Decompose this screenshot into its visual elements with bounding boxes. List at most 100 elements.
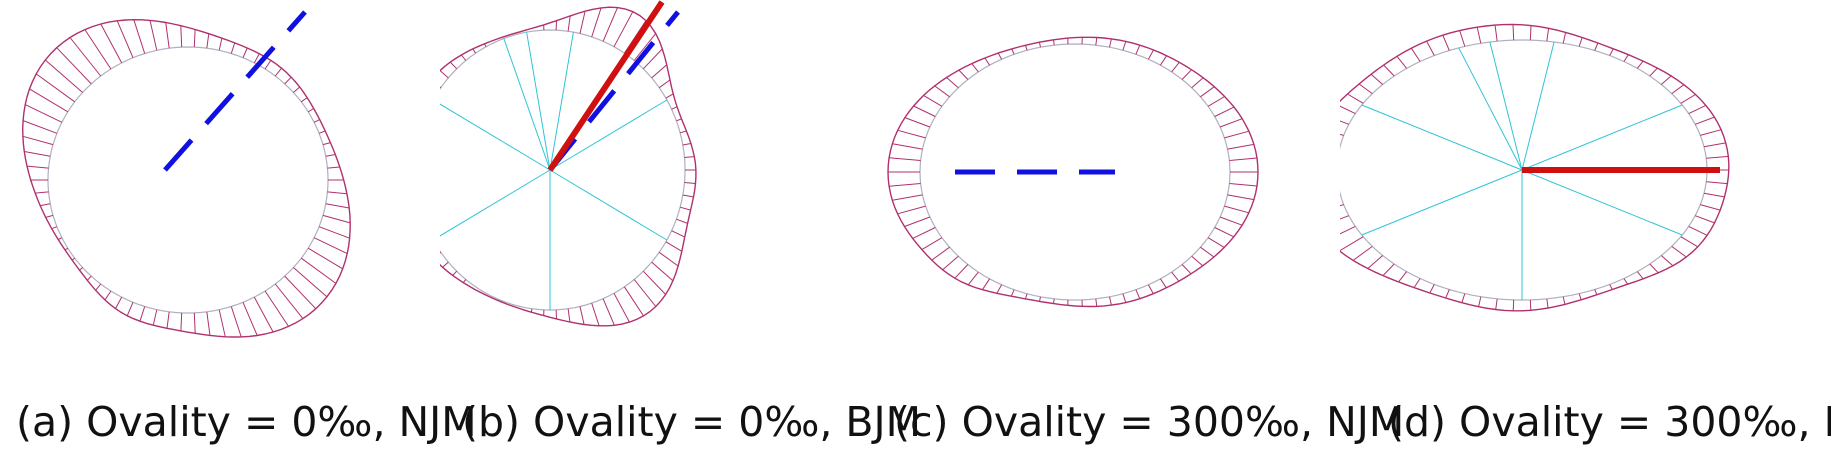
- deformation-hatch: [1383, 64, 1395, 77]
- deformation-hatch: [912, 227, 936, 239]
- panel-d-caption: (d) Ovality = 300‰, BJM: [1388, 398, 1831, 446]
- deformation-hatch: [1181, 264, 1192, 275]
- deformation-hatch: [1122, 41, 1127, 51]
- deformation-hatch: [1010, 289, 1015, 297]
- deformation-hatch: [40, 203, 51, 207]
- joint-spoke-line: [1521, 104, 1683, 171]
- deformation-hatch: [684, 182, 696, 184]
- deformation-hatch: [1398, 271, 1408, 283]
- deformation-hatch: [1706, 155, 1729, 159]
- deformation-hatch: [934, 85, 950, 98]
- panel-d: (d) Ovality = 300‰, BJM: [1340, 0, 1831, 452]
- deformation-hatch: [95, 283, 102, 291]
- deformation-hatch: [440, 70, 449, 79]
- deformation-hatch: [913, 105, 936, 117]
- deformation-hatch: [22, 135, 54, 146]
- principal-axis-dashed-line: [548, 10, 680, 172]
- deformation-hatch: [682, 143, 691, 146]
- deformation-hatch: [897, 205, 926, 215]
- deformation-hatch: [56, 47, 92, 85]
- deformation-hatch: [1147, 284, 1154, 294]
- deformation-hatch: [139, 306, 146, 322]
- deformation-hatch: [218, 309, 226, 337]
- joint-spoke-line: [1361, 169, 1523, 236]
- deformation-hatch: [1024, 293, 1028, 300]
- deformation-hatch: [29, 88, 69, 113]
- deformation-hatch: [1426, 40, 1435, 56]
- deformation-hatch: [658, 251, 679, 267]
- deformation-hatch: [1442, 35, 1450, 51]
- deformation-hatch: [44, 59, 83, 93]
- deformation-hatch: [579, 306, 585, 325]
- deformation-hatch: [1095, 298, 1098, 307]
- deformation-hatch: [86, 275, 92, 281]
- deformation-hatch: [69, 37, 102, 77]
- panel-b-diagram: [440, 0, 697, 327]
- deformation-hatch: [651, 261, 674, 282]
- deformed-section-outline: [440, 6, 697, 327]
- deformation-hatch: [84, 29, 112, 70]
- deformed-section-outline: [1340, 23, 1730, 312]
- deformation-hatch: [1227, 194, 1254, 201]
- joint-spoke-line: [549, 169, 668, 241]
- deformation-hatch: [1445, 289, 1450, 299]
- panel-c: (c) Ovality = 300‰, NJM: [880, 0, 1404, 452]
- deformation-hatch: [126, 302, 134, 316]
- deformation-hatch: [1109, 296, 1112, 306]
- deformation-hatch: [1700, 204, 1721, 211]
- deformation-hatch: [642, 48, 663, 70]
- original-section-outline: [47, 46, 329, 314]
- deformation-hatch: [1191, 255, 1204, 267]
- deformation-hatch: [1347, 93, 1364, 104]
- deformation-hatch: [602, 7, 618, 42]
- deformation-hatch: [1512, 299, 1515, 311]
- deformation-hatch: [602, 298, 615, 326]
- deformation-hatch: [301, 97, 308, 103]
- deformation-hatch: [1594, 42, 1599, 51]
- deformation-hatch: [1135, 45, 1141, 55]
- deformation-hatch: [1706, 181, 1728, 185]
- deformation-hatch: [651, 64, 668, 79]
- deformation-hatch: [904, 117, 931, 128]
- deformation-hatch: [1396, 55, 1408, 69]
- deformation-hatch: [1459, 30, 1466, 47]
- deformation-hatch: [1159, 55, 1168, 66]
- joint-spoke-line: [526, 32, 551, 171]
- deformation-hatch: [1546, 28, 1550, 42]
- deformed-section-outline: [21, 18, 351, 338]
- principal-axis-solid-line: [547, 0, 665, 172]
- deformation-hatch: [104, 290, 112, 301]
- deformation-hatch: [671, 106, 678, 110]
- deformation-hatch: [1703, 192, 1725, 198]
- deformation-hatch: [26, 165, 49, 169]
- deformation-hatch: [230, 42, 236, 54]
- deformation-hatch: [1171, 271, 1180, 282]
- deformation-hatch: [313, 237, 348, 255]
- deformation-hatch: [1224, 205, 1249, 214]
- deformation-hatch: [1053, 298, 1055, 304]
- deformation-hatch: [1340, 225, 1356, 235]
- panel-c-caption: (c) Ovality = 300‰, NJM: [894, 398, 1405, 446]
- deformation-hatch: [1159, 278, 1167, 289]
- deformation-hatch: [613, 293, 630, 323]
- deformation-hatch: [100, 23, 123, 64]
- panel-b-caption: (b) Ovality = 0‰, BJM: [462, 398, 922, 446]
- deformation-hatch: [284, 76, 292, 85]
- deformation-hatch: [671, 230, 685, 238]
- deformation-hatch: [242, 47, 248, 58]
- deformation-hatch: [301, 257, 337, 284]
- deformation-hatch: [152, 309, 158, 326]
- deformation-hatch: [1494, 25, 1498, 42]
- deformation-hatch: [1191, 77, 1204, 89]
- deformation-hatch: [253, 53, 260, 64]
- deformation-hatch: [1053, 39, 1055, 46]
- principal-axis-dashed-line: [163, 10, 307, 172]
- deformation-hatch: [946, 77, 959, 89]
- deformation-hatch: [35, 73, 75, 103]
- deformation-hatch: [1671, 245, 1687, 258]
- deformation-hatch: [472, 48, 477, 54]
- deformation-hatch: [1495, 298, 1498, 310]
- deformation-hatch: [1229, 183, 1258, 187]
- deformation-hatch: [1219, 216, 1243, 226]
